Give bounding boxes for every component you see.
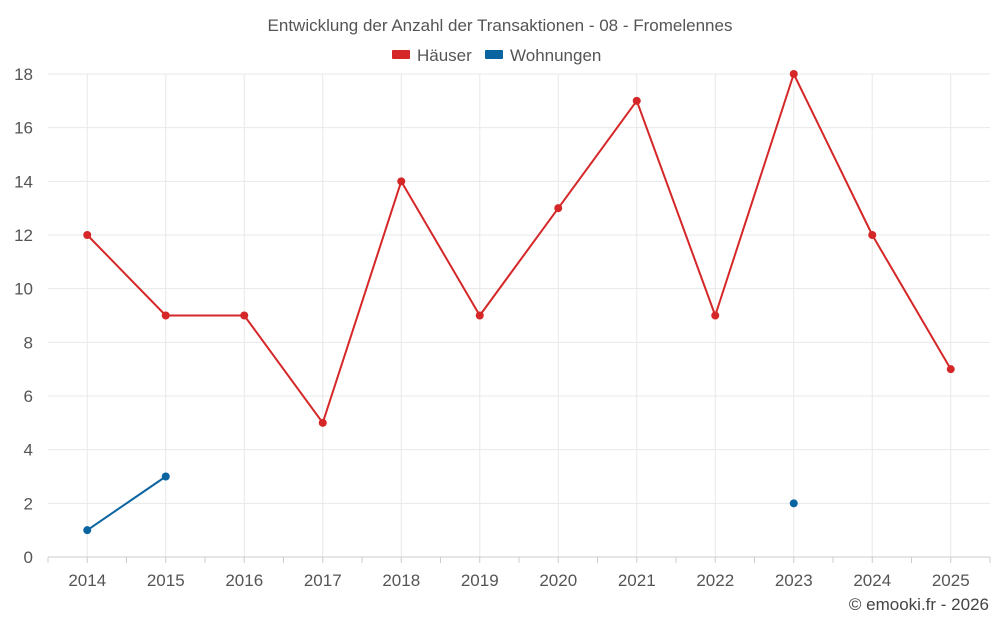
data-point-haeuser[interactable] bbox=[161, 311, 170, 320]
data-point-haeuser[interactable] bbox=[318, 418, 327, 427]
x-tick-label: 2020 bbox=[539, 571, 577, 590]
y-tick-label: 18 bbox=[14, 65, 33, 84]
y-tick-label: 6 bbox=[24, 387, 33, 406]
y-tick-label: 4 bbox=[24, 441, 33, 460]
data-point-haeuser[interactable] bbox=[475, 311, 484, 320]
y-tick-label: 0 bbox=[24, 548, 33, 567]
data-point-haeuser[interactable] bbox=[83, 231, 92, 239]
data-point-haeuser[interactable] bbox=[868, 231, 877, 239]
data-point-haeuser[interactable] bbox=[240, 311, 249, 320]
series-layer bbox=[83, 70, 955, 535]
data-point-haeuser[interactable] bbox=[397, 177, 406, 186]
x-tick-label: 2014 bbox=[68, 571, 106, 590]
x-tick-label: 2024 bbox=[853, 571, 891, 590]
x-tick-label: 2017 bbox=[304, 571, 342, 590]
data-point-haeuser[interactable] bbox=[946, 365, 955, 374]
data-point-haeuser[interactable] bbox=[632, 96, 641, 105]
series-wohnungen bbox=[83, 472, 798, 535]
chart-title: Entwicklung der Anzahl der Transaktionen… bbox=[268, 16, 733, 35]
data-point-haeuser[interactable] bbox=[711, 311, 720, 320]
x-axis: 2014 2015 2016 2017 2018 2019 2020 2021 2022 2023… bbox=[47, 556, 991, 590]
series-haeuser bbox=[83, 70, 955, 427]
legend: Häuser Wohnungen bbox=[392, 46, 601, 65]
series-line-haeuser bbox=[86, 73, 952, 424]
data-point-haeuser[interactable] bbox=[554, 204, 563, 213]
legend-swatch-haeuser bbox=[392, 50, 410, 59]
x-tick-label: 2016 bbox=[225, 571, 263, 590]
legend-label-haeuser: Häuser bbox=[417, 46, 472, 65]
legend-item-wohnungen[interactable]: Wohnungen bbox=[485, 46, 601, 65]
x-tick-label: 2023 bbox=[775, 571, 813, 590]
y-tick-label: 14 bbox=[14, 172, 33, 191]
data-point-wohnungen[interactable] bbox=[789, 499, 798, 508]
data-point-haeuser[interactable] bbox=[789, 70, 798, 78]
x-tick-label: 2021 bbox=[618, 571, 656, 590]
legend-label-wohnungen: Wohnungen bbox=[510, 46, 601, 65]
credit-text: © emooki.fr - 2026 bbox=[849, 595, 989, 614]
y-axis: 0 2 4 6 8 10 12 14 16 18 bbox=[14, 65, 33, 567]
x-tick-label: 2019 bbox=[461, 571, 499, 590]
y-tick-label: 12 bbox=[14, 226, 33, 245]
x-tick-label: 2025 bbox=[932, 571, 970, 590]
x-tick-label: 2022 bbox=[696, 571, 734, 590]
legend-item-haeuser[interactable]: Häuser bbox=[392, 46, 472, 65]
legend-swatch-wohnungen bbox=[485, 50, 503, 59]
data-point-wohnungen[interactable] bbox=[161, 472, 170, 481]
y-tick-label: 8 bbox=[24, 333, 33, 352]
x-tick-label: 2015 bbox=[147, 571, 185, 590]
y-tick-label: 10 bbox=[14, 280, 33, 299]
data-point-wohnungen[interactable] bbox=[83, 526, 92, 535]
x-tick-label: 2018 bbox=[382, 571, 420, 590]
series-line-wohnungen bbox=[86, 475, 167, 531]
y-tick-label: 2 bbox=[24, 494, 33, 513]
y-tick-label: 16 bbox=[14, 119, 33, 138]
